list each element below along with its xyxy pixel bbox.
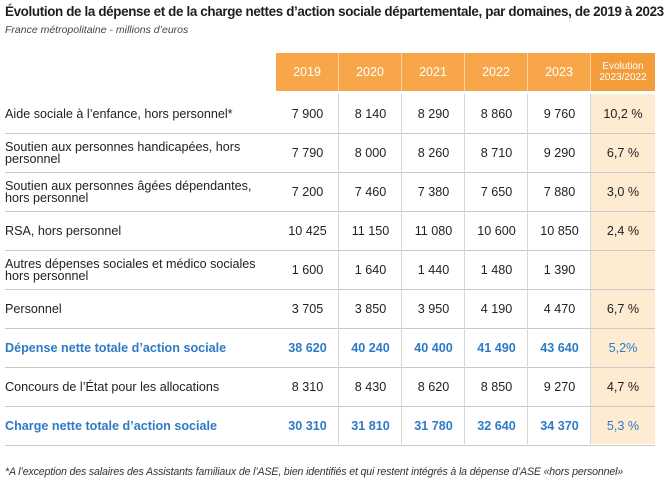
cell-2020: 1 640 bbox=[354, 262, 387, 277]
cell-2021: 3 950 bbox=[417, 301, 450, 316]
cell-evolution: 6,7 % bbox=[606, 301, 640, 316]
footnote: *A l’exception des salaires des Assistan… bbox=[5, 466, 624, 478]
cell-2023: 9 290 bbox=[543, 145, 576, 160]
cell-2021: 1 440 bbox=[417, 262, 450, 277]
table-subtitle: France métropolitaine - millions d’euros bbox=[5, 24, 189, 36]
row-label: Dépense nette totale d’action sociale bbox=[5, 340, 227, 355]
row-label: Aide sociale à l’enfance, hors personnel… bbox=[5, 106, 233, 121]
cell-2020: 40 240 bbox=[351, 340, 390, 355]
column-header-2020: 2020 bbox=[339, 53, 402, 91]
table-row: Autres dépenses sociales et médico socia… bbox=[5, 250, 655, 290]
table-row: Soutien aux personnes âgées dépendantes,… bbox=[5, 172, 655, 212]
cell-evolution: 3,0 % bbox=[606, 184, 640, 199]
row-label: Concours de l’État pour les allocations bbox=[5, 379, 220, 394]
table-row: Dépense nette totale d’action sociale 38 … bbox=[5, 328, 655, 368]
cell-evolution bbox=[591, 250, 655, 289]
table-row: RSA, hors personnel 10 425 11 150 11 080 10 … bbox=[5, 211, 655, 251]
cell-2020: 31 810 bbox=[351, 418, 390, 433]
cell-2019: 10 425 bbox=[288, 223, 327, 238]
cell-2019: 7 790 bbox=[291, 145, 324, 160]
table-row: Charge nette totale d’action sociale 30 3… bbox=[5, 406, 655, 446]
cell-2022: 7 650 bbox=[480, 184, 513, 199]
cell-2021: 8 620 bbox=[417, 379, 450, 394]
table-row: Personnel 3 705 3 850 3 950 4 190 4 470 6,7 % bbox=[5, 289, 655, 329]
row-label: Soutien aux personnes âgées dépendantes,… bbox=[5, 178, 252, 205]
column-header-2022: 2022 bbox=[465, 53, 528, 91]
cell-2020: 8 140 bbox=[354, 106, 387, 121]
table-header: 2019 2020 2021 2022 2023 Evolution 2023/… bbox=[276, 53, 655, 91]
column-header-2023: 2023 bbox=[528, 53, 591, 91]
cell-2023: 7 880 bbox=[543, 184, 576, 199]
row-label: Autres dépenses sociales et médico socia… bbox=[5, 256, 256, 283]
cell-2019: 30 310 bbox=[288, 418, 327, 433]
cell-2021: 40 400 bbox=[414, 340, 453, 355]
cell-2023: 9 760 bbox=[543, 106, 576, 121]
cell-evolution: 10,2 % bbox=[603, 106, 643, 121]
cell-2020: 8 000 bbox=[354, 145, 387, 160]
cell-evolution: 5,2% bbox=[608, 340, 638, 355]
row-label: Personnel bbox=[5, 301, 62, 316]
cell-2021: 11 080 bbox=[414, 223, 453, 238]
column-separator bbox=[464, 94, 465, 444]
cell-2022: 8 860 bbox=[480, 106, 513, 121]
column-header-2021: 2021 bbox=[402, 53, 465, 91]
cell-2023: 4 470 bbox=[543, 301, 576, 316]
cell-2023: 10 850 bbox=[540, 223, 579, 238]
cell-2020: 7 460 bbox=[354, 184, 387, 199]
cell-evolution: 5,3 % bbox=[606, 418, 640, 433]
cell-2023: 43 640 bbox=[540, 340, 579, 355]
cell-2023: 34 370 bbox=[540, 418, 579, 433]
cell-2022: 41 490 bbox=[477, 340, 516, 355]
cell-2022: 8 710 bbox=[480, 145, 513, 160]
cell-evolution: 2,4 % bbox=[606, 223, 640, 238]
cell-2023: 9 270 bbox=[543, 379, 576, 394]
cell-2019: 38 620 bbox=[288, 340, 327, 355]
evolution-column-background bbox=[591, 94, 655, 444]
row-label: RSA, hors personnel bbox=[5, 223, 122, 238]
cell-2019: 7 900 bbox=[291, 106, 324, 121]
cell-2021: 8 260 bbox=[417, 145, 450, 160]
column-separator bbox=[338, 94, 339, 444]
column-separator bbox=[401, 94, 402, 444]
cell-2021: 7 380 bbox=[417, 184, 450, 199]
row-label: Soutien aux personnes handicapées, hors … bbox=[5, 139, 241, 166]
column-separator bbox=[527, 94, 528, 444]
cell-2021: 31 780 bbox=[414, 418, 453, 433]
table-title: Évolution de la dépense et de la charge … bbox=[5, 4, 664, 19]
evolution-header-line1: Evolution bbox=[602, 61, 644, 72]
cell-evolution: 4,7 % bbox=[606, 379, 640, 394]
cell-2020: 8 430 bbox=[354, 379, 387, 394]
cell-2020: 11 150 bbox=[351, 223, 390, 238]
cell-2021: 8 290 bbox=[417, 106, 450, 121]
cell-2019: 1 600 bbox=[291, 262, 324, 277]
cell-2022: 8 850 bbox=[480, 379, 513, 394]
cell-2019: 7 200 bbox=[291, 184, 324, 199]
cell-2022: 10 600 bbox=[477, 223, 516, 238]
table-row: Concours de l’État pour les allocations 8… bbox=[5, 367, 655, 407]
cell-2022: 1 480 bbox=[480, 262, 513, 277]
cell-evolution: 6,7 % bbox=[606, 145, 640, 160]
row-label: Charge nette totale d’action sociale bbox=[5, 418, 218, 433]
table-row: Soutien aux personnes handicapées, hors … bbox=[5, 133, 655, 173]
cell-2019: 3 705 bbox=[291, 301, 324, 316]
cell-2019: 8 310 bbox=[291, 379, 324, 394]
cell-2020: 3 850 bbox=[354, 301, 387, 316]
evolution-header-line2: 2023/2022 bbox=[599, 72, 647, 83]
column-header-evolution: Evolution 2023/2022 bbox=[591, 53, 655, 91]
cell-2023: 1 390 bbox=[543, 262, 576, 277]
table-row: Aide sociale à l’enfance, hors personnel… bbox=[5, 94, 655, 134]
cell-2022: 4 190 bbox=[480, 301, 513, 316]
column-separator bbox=[590, 94, 591, 444]
column-header-2019: 2019 bbox=[276, 53, 339, 91]
cell-2022: 32 640 bbox=[477, 418, 516, 433]
